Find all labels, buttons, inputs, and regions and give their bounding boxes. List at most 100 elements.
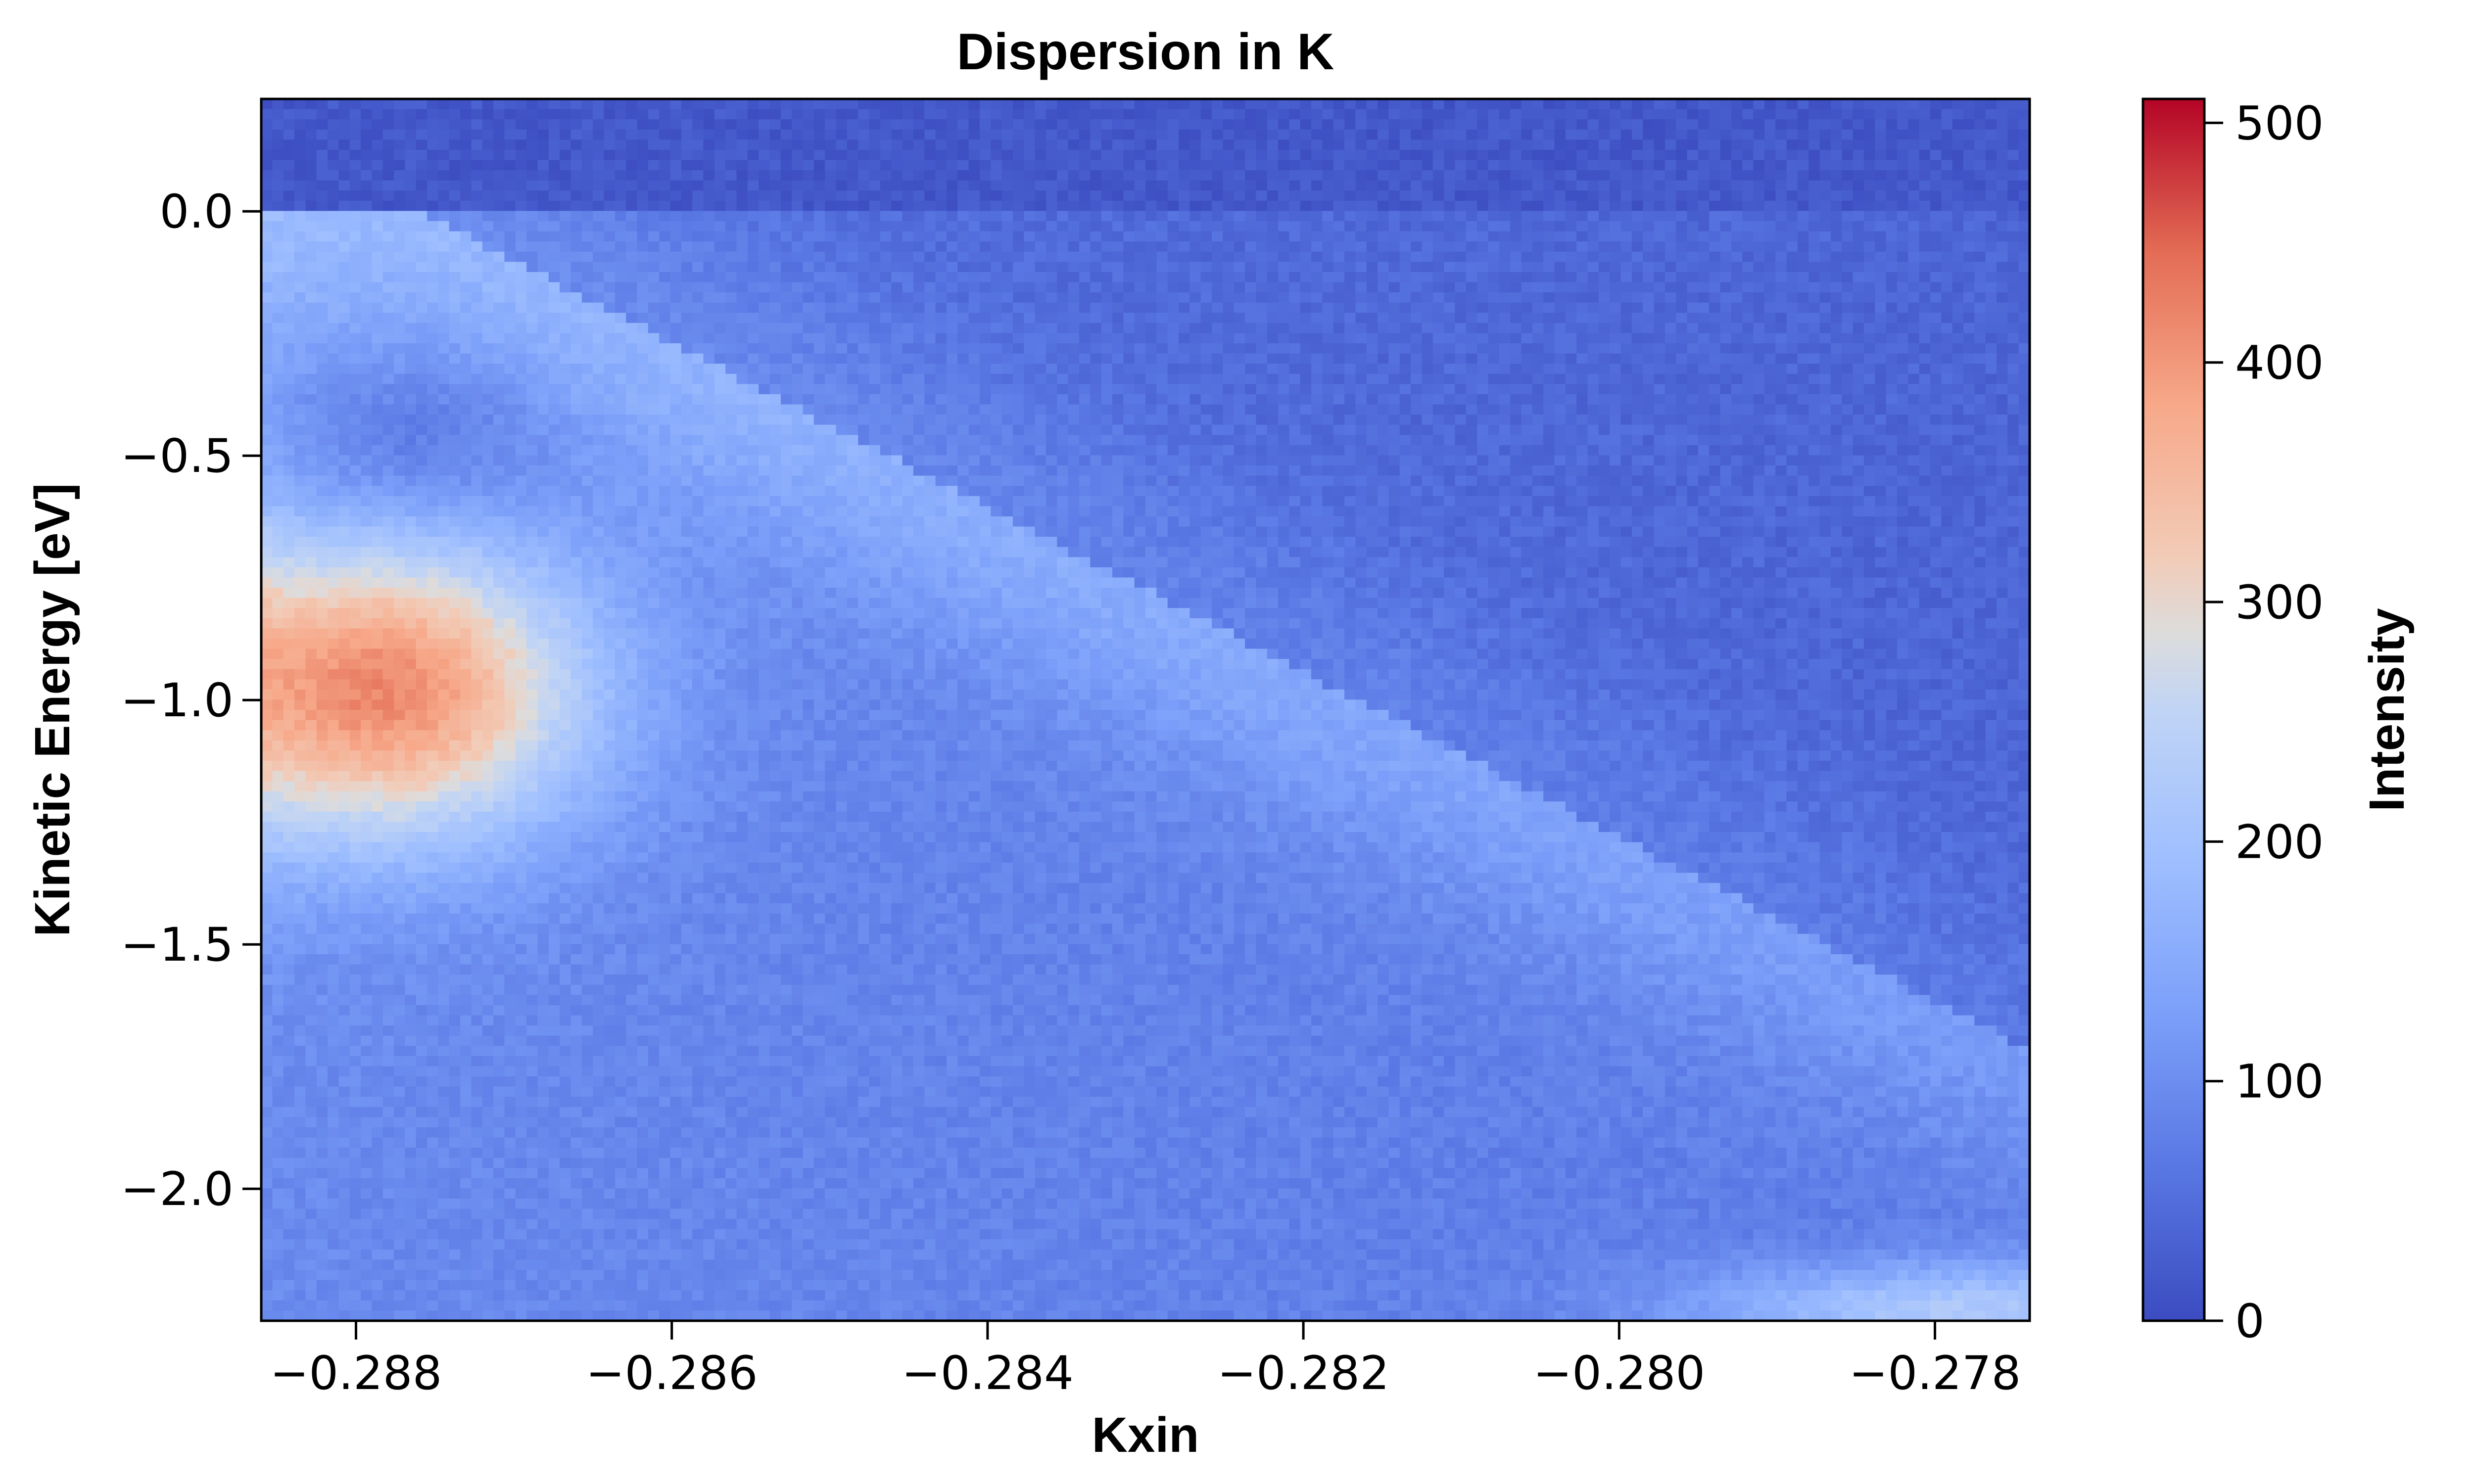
heatmap-cell [1012, 160, 1025, 171]
heatmap-cell [2018, 262, 2030, 273]
heatmap-cell [1112, 373, 1124, 385]
heatmap-cell [1101, 139, 1113, 150]
heatmap-cell [1112, 251, 1124, 263]
heatmap-cell [1687, 262, 1699, 273]
heatmap-cell [493, 251, 505, 263]
heatmap-cell [924, 384, 936, 395]
heatmap-cell [1842, 251, 1854, 263]
heatmap-cell [703, 373, 715, 385]
heatmap-cell [858, 129, 870, 140]
heatmap-cell [405, 292, 417, 303]
heatmap-cell [316, 343, 328, 354]
heatmap-cell [1908, 272, 1920, 283]
heatmap-cell [957, 119, 969, 130]
heatmap-cell [703, 272, 715, 283]
heatmap-cell [1521, 333, 1533, 344]
heatmap-cell [449, 343, 461, 354]
heatmap-cell [2007, 99, 2019, 110]
heatmap-cell [1985, 282, 1997, 293]
heatmap-cell [1908, 129, 1920, 140]
heatmap-cell [946, 129, 958, 140]
heatmap-cell [813, 394, 826, 405]
heatmap-cell [482, 99, 494, 110]
heatmap-cell [1598, 221, 1610, 232]
heatmap-cell [1709, 302, 1721, 314]
heatmap-cell [1322, 109, 1334, 120]
heatmap-cell [637, 282, 649, 293]
heatmap-cell [1411, 160, 1423, 171]
heatmap-cell [560, 404, 571, 415]
heatmap-cell [1863, 139, 1876, 150]
heatmap-cell [1996, 119, 2008, 130]
heatmap-cell [1289, 180, 1301, 191]
heatmap-cell [316, 119, 328, 130]
heatmap-cell [593, 200, 605, 212]
heatmap-cell [382, 211, 394, 222]
heatmap-cell [1853, 364, 1864, 374]
heatmap-cell [1200, 302, 1212, 314]
heatmap-cell [504, 170, 516, 181]
heatmap-cell [1189, 292, 1201, 303]
heatmap-cell [747, 394, 759, 405]
heatmap-cell [405, 333, 417, 344]
heatmap-cell [1366, 211, 1378, 222]
heatmap-cell [1256, 373, 1268, 385]
heatmap-cell [581, 282, 593, 293]
heatmap-cell [1223, 282, 1235, 293]
heatmap-cell [449, 109, 461, 120]
heatmap-cell [1278, 221, 1290, 232]
heatmap-cell [1179, 364, 1190, 374]
heatmap-cell [1908, 170, 1920, 181]
heatmap-cell [979, 160, 992, 171]
heatmap-cell [670, 272, 682, 283]
heatmap-cell [1576, 170, 1588, 181]
heatmap-cell [825, 180, 837, 191]
heatmap-cell [725, 333, 737, 344]
heatmap-cell [902, 373, 914, 385]
heatmap-cell [328, 323, 339, 334]
heatmap-cell [1654, 323, 1665, 334]
heatmap-cell [1963, 323, 1975, 334]
heatmap-cell [847, 139, 859, 150]
heatmap-cell [1444, 231, 1456, 242]
heatmap-cell [891, 139, 903, 150]
heatmap-cell [1311, 292, 1323, 303]
heatmap-cell [361, 160, 373, 171]
heatmap-cell [361, 333, 373, 344]
heatmap-cell [1808, 292, 1820, 303]
heatmap-cell [924, 272, 936, 283]
heatmap-cell [2007, 302, 2019, 314]
heatmap-cell [1432, 302, 1444, 314]
heatmap-cell [1620, 373, 1632, 385]
heatmap-cell [1698, 302, 1710, 314]
heatmap-cell [1908, 200, 1920, 212]
heatmap-cell [571, 99, 582, 110]
heatmap-cell [316, 231, 328, 242]
heatmap-cell [1797, 404, 1809, 415]
heatmap-cell [349, 231, 361, 242]
heatmap-cell [1665, 292, 1676, 303]
heatmap-cell [979, 251, 992, 263]
heatmap-cell [747, 109, 759, 120]
heatmap-cell [1134, 231, 1146, 242]
heatmap-cell [692, 221, 704, 232]
heatmap-cell [935, 221, 947, 232]
heatmap-cell [471, 251, 483, 263]
heatmap-cell [504, 211, 516, 222]
heatmap-cell [1720, 139, 1732, 150]
heatmap-cell [493, 394, 505, 405]
heatmap-cell [1598, 139, 1610, 150]
heatmap-cell [1012, 272, 1025, 283]
heatmap-cell [1819, 373, 1831, 385]
heatmap-cell [659, 190, 671, 201]
heatmap-cell [1510, 231, 1522, 242]
heatmap-cell [548, 262, 560, 273]
heatmap-cell [1355, 353, 1367, 364]
heatmap-cell [615, 282, 626, 293]
heatmap-cell [471, 190, 483, 201]
heatmap-cell [670, 170, 682, 181]
heatmap-cell [305, 404, 317, 415]
heatmap-cell [1499, 221, 1511, 232]
heatmap-cell [438, 364, 450, 374]
heatmap-cell [1908, 282, 1920, 293]
